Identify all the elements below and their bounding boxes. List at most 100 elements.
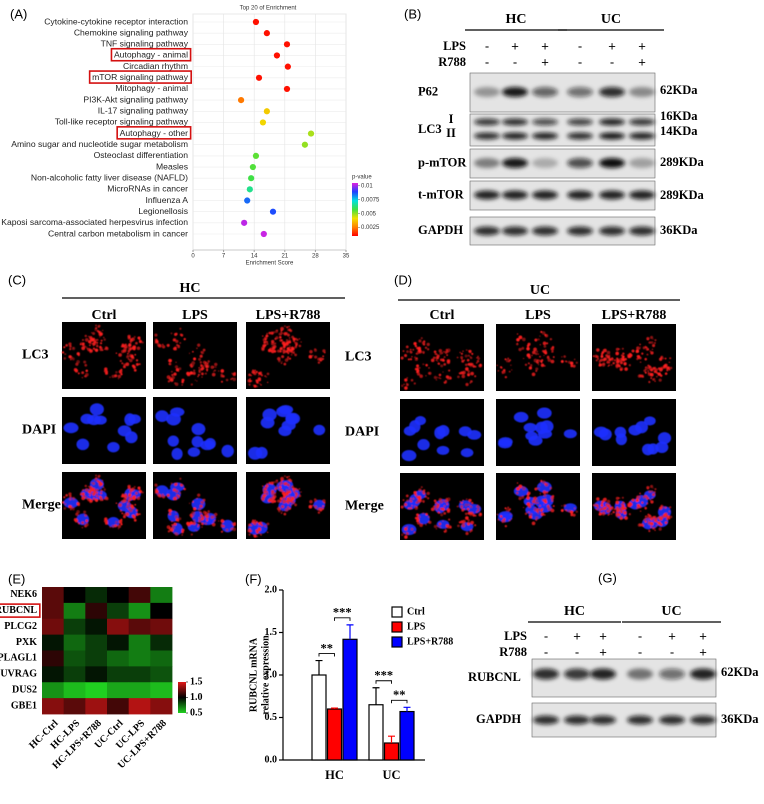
- heatmap-cell: [85, 618, 108, 636]
- lc3-puncta: [61, 501, 65, 504]
- lc3-puncta: [606, 350, 611, 355]
- lc3-puncta: [91, 343, 93, 345]
- significance-bracket: [391, 699, 408, 704]
- lc3-puncta: [464, 354, 468, 358]
- lc3-puncta: [424, 495, 428, 498]
- lc3-puncta: [255, 530, 259, 533]
- lc3-puncta: [89, 492, 92, 495]
- lc3-puncta: [322, 349, 326, 353]
- y-tick-label: Toll-like receptor signaling pathway: [55, 117, 189, 127]
- lc3-puncta: [127, 336, 131, 340]
- blot-band: [502, 87, 528, 97]
- lc3-puncta: [253, 521, 257, 526]
- heatmap-cell: [150, 602, 173, 620]
- lc3-puncta: [435, 505, 439, 509]
- lc3-puncta: [415, 357, 418, 360]
- lc3-puncta: [444, 529, 447, 532]
- lc3-puncta: [608, 513, 611, 516]
- lc3-puncta: [88, 485, 90, 488]
- lc3-puncta: [125, 493, 127, 496]
- lc3-puncta: [624, 506, 627, 510]
- lc3-puncta: [536, 508, 539, 511]
- lc3-puncta: [200, 350, 203, 354]
- lc3-puncta: [422, 512, 425, 515]
- lc3-puncta: [521, 495, 525, 499]
- lc3-puncta: [174, 365, 179, 369]
- lc3-puncta: [280, 481, 282, 483]
- lc3-puncta: [619, 510, 623, 514]
- heatmap-cell: [63, 682, 86, 699]
- lc3-puncta: [161, 493, 164, 496]
- lc3-puncta: [435, 356, 439, 360]
- lc3-puncta: [521, 486, 526, 491]
- nucleus: [598, 428, 612, 441]
- lc3-puncta: [666, 369, 669, 372]
- lc3-puncta: [125, 343, 127, 346]
- lc3-puncta: [89, 344, 91, 347]
- lc3-puncta: [84, 488, 89, 492]
- heatmap-cell: [128, 650, 151, 667]
- lc3-puncta: [508, 370, 511, 373]
- nucleus: [460, 448, 474, 458]
- lc3-puncta: [608, 358, 612, 362]
- lc3-puncta: [172, 487, 177, 492]
- lc3-puncta: [133, 335, 136, 339]
- lc3-puncta: [472, 365, 476, 368]
- lc3-puncta: [286, 490, 290, 494]
- lc3-puncta: [211, 372, 216, 377]
- legend-swatch: [391, 636, 403, 648]
- y-tick-label: Autophagy - other: [120, 128, 188, 138]
- lc3-puncta: [99, 495, 102, 499]
- lc3-puncta: [660, 515, 664, 520]
- blot-band: [599, 118, 625, 126]
- lc3-puncta: [560, 360, 564, 364]
- heatmap-cell: [63, 698, 86, 715]
- lc3-puncta: [409, 507, 413, 510]
- lc3-puncta: [266, 332, 268, 335]
- lc3-puncta: [198, 507, 202, 511]
- legend-label: LPS+R788: [407, 636, 453, 647]
- lc3-puncta: [133, 368, 137, 372]
- lc3-puncta: [166, 525, 171, 530]
- lc3-puncta: [416, 368, 420, 372]
- lc3-puncta: [637, 357, 640, 360]
- lc3-puncta: [64, 353, 67, 356]
- lc3-puncta: [570, 364, 574, 368]
- lc3-puncta: [121, 344, 125, 348]
- micrograph: [496, 324, 580, 391]
- significance-bracket: [334, 617, 351, 621]
- lc3-puncta: [436, 525, 439, 528]
- lc3-puncta: [460, 356, 464, 359]
- lc3-puncta: [422, 500, 425, 503]
- lc3-puncta: [114, 524, 118, 528]
- micrograph-content: [401, 415, 482, 462]
- lc3-puncta: [416, 372, 421, 376]
- bar: [342, 638, 358, 761]
- lc3-puncta: [594, 354, 598, 358]
- lc3-puncta: [266, 342, 269, 346]
- lc3-puncta: [613, 359, 616, 362]
- lc3-puncta: [197, 375, 199, 378]
- lc3-puncta: [283, 512, 287, 516]
- dot: [301, 141, 309, 148]
- blot-band: [532, 118, 558, 126]
- lc3-puncta: [516, 337, 520, 342]
- nucleus: [187, 447, 201, 457]
- significance-label: **: [321, 641, 334, 655]
- lc3-puncta: [183, 337, 186, 341]
- lc3-puncta: [526, 493, 530, 497]
- lc3-puncta: [651, 348, 654, 350]
- lc3-puncta: [99, 336, 101, 338]
- lc3-puncta: [467, 349, 470, 352]
- lc3-puncta: [314, 505, 318, 509]
- blot-band: [502, 226, 528, 236]
- lc3-puncta: [202, 515, 205, 518]
- lc3-puncta: [284, 508, 289, 512]
- treatment-sign: -: [485, 38, 489, 53]
- treatment-label: LPS: [504, 629, 527, 643]
- lc3-puncta: [68, 505, 72, 509]
- lc3-puncta: [551, 351, 553, 353]
- lc3-puncta: [644, 517, 647, 520]
- lc3-puncta: [197, 373, 200, 376]
- lc3-puncta: [161, 345, 166, 349]
